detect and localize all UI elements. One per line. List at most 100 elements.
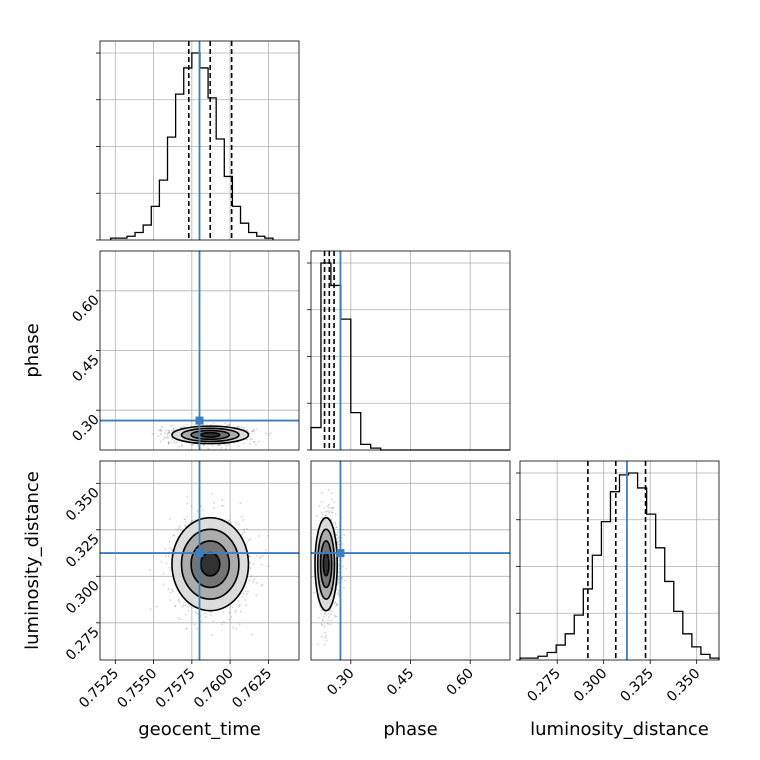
sample-point [228, 618, 230, 621]
sample-point [241, 596, 243, 599]
hist-panel-luminosity_distance [516, 460, 720, 661]
sample-point [240, 426, 243, 429]
sample-point [326, 505, 329, 508]
sample-point [337, 582, 340, 584]
sample-point [213, 501, 216, 504]
sample-point [328, 623, 331, 626]
sample-point [219, 444, 222, 446]
sample-point [335, 602, 338, 605]
sample-point [224, 422, 227, 425]
sample-point [172, 428, 175, 431]
sample-point [168, 566, 171, 569]
sample-point [194, 611, 197, 614]
sample-point [170, 549, 173, 552]
sample-point [173, 441, 176, 444]
panel-geocent_time-vs-luminosity_distance [99, 460, 300, 661]
sample-point [258, 535, 261, 537]
sample-point [164, 436, 167, 439]
sample-point [168, 540, 171, 543]
sample-point [230, 521, 233, 524]
sample-point [179, 618, 182, 620]
sample-point [236, 426, 239, 428]
sample-point [186, 502, 189, 505]
sample-point [321, 513, 324, 516]
sample-point [260, 563, 263, 566]
sample-point [234, 609, 237, 612]
sample-point [337, 531, 339, 534]
x-tick-label: 0.7550 [114, 666, 160, 712]
sample-point [231, 606, 234, 609]
sample-point [323, 612, 326, 615]
y-tick-label: 0.300 [63, 578, 103, 618]
sample-point [248, 555, 251, 558]
sample-point [335, 615, 338, 618]
sample-point [186, 496, 189, 499]
sample-point [234, 611, 237, 614]
sample-point [220, 447, 223, 449]
sample-point [202, 444, 205, 447]
sample-point [226, 444, 229, 446]
sample-point [255, 594, 258, 597]
sample-point [336, 536, 339, 539]
sample-point [327, 616, 330, 619]
panel-background [520, 461, 719, 660]
sample-point [265, 549, 267, 551]
sample-point [183, 601, 186, 604]
sample-point [260, 584, 263, 587]
sample-point [159, 429, 162, 432]
sample-point [169, 547, 172, 550]
x-tick-label: 0.325 [617, 666, 657, 706]
sample-point [185, 423, 188, 426]
sample-point [185, 627, 188, 630]
sample-point [247, 539, 250, 542]
sample-point [321, 624, 324, 627]
sample-point [249, 443, 251, 445]
sample-point [259, 556, 262, 559]
sample-point [327, 506, 330, 509]
sample-point [196, 627, 198, 630]
sample-point [159, 428, 162, 431]
x-tick-label: 0.7625 [229, 666, 275, 712]
sample-point [172, 590, 174, 593]
sample-point [182, 604, 185, 607]
sample-point [266, 534, 269, 537]
panel-border [99, 460, 300, 661]
sample-point [210, 611, 212, 614]
sample-point [170, 441, 173, 444]
sample-point [165, 562, 168, 565]
sample-point [178, 445, 180, 448]
sample-point [329, 609, 332, 611]
sample-point [177, 616, 180, 619]
sample-point [253, 578, 256, 581]
sample-point [251, 633, 253, 636]
sample-point [169, 591, 172, 594]
sample-point [166, 435, 169, 438]
sample-point [166, 433, 169, 436]
y-tick-label: 0.60 [69, 292, 102, 325]
sample-point [221, 504, 224, 507]
sample-point [174, 605, 177, 608]
panel-border [519, 460, 720, 661]
sample-point [249, 438, 252, 441]
sample-point [255, 428, 258, 431]
sample-point [246, 593, 248, 595]
truth-marker [336, 549, 345, 558]
sample-point [326, 622, 329, 625]
sample-point [228, 423, 230, 426]
sample-point [172, 427, 175, 430]
density-level [200, 432, 220, 438]
sample-point [155, 605, 158, 608]
sample-point [328, 510, 331, 513]
y-tick-label: 0.45 [69, 352, 102, 385]
sample-point [241, 532, 244, 534]
sample-point [313, 591, 315, 594]
sample-point [227, 520, 230, 523]
sample-point [261, 583, 264, 586]
sample-point [253, 440, 256, 443]
sample-point [218, 444, 221, 447]
sample-point [162, 438, 165, 441]
sample-point [221, 498, 224, 501]
sample-point [324, 612, 327, 615]
sample-point [331, 507, 334, 510]
sample-point [240, 515, 243, 518]
